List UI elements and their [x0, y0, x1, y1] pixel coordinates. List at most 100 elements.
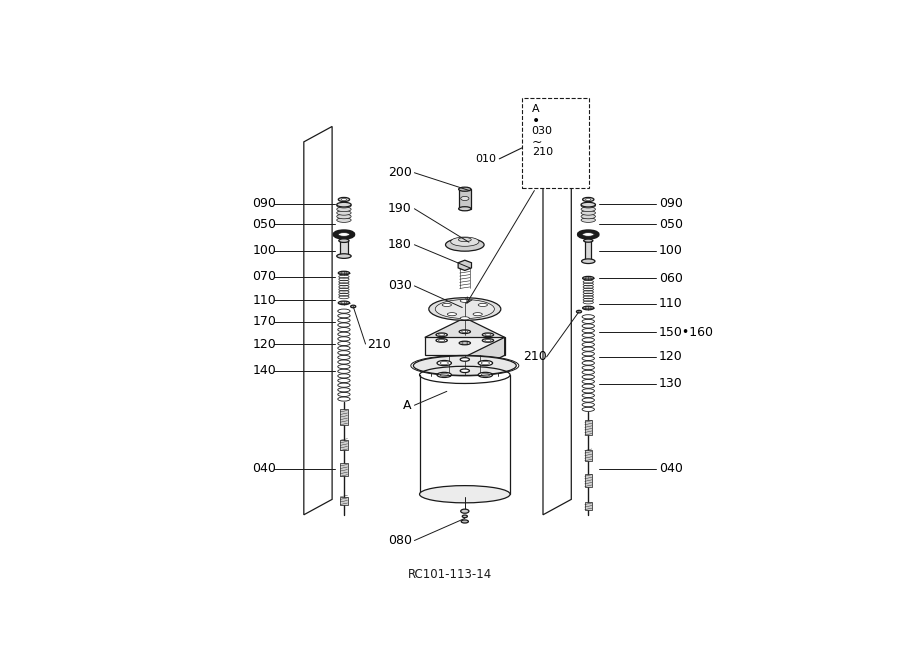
Ellipse shape: [436, 299, 494, 319]
Ellipse shape: [351, 305, 356, 308]
Ellipse shape: [482, 361, 490, 365]
Text: 120: 120: [659, 351, 683, 363]
Ellipse shape: [460, 509, 469, 513]
Text: 050: 050: [659, 218, 683, 230]
Ellipse shape: [482, 373, 490, 377]
Ellipse shape: [438, 334, 445, 336]
Ellipse shape: [478, 372, 493, 377]
Text: A: A: [403, 399, 412, 411]
Ellipse shape: [460, 330, 471, 333]
Bar: [585, 240, 591, 261]
Polygon shape: [425, 337, 505, 355]
Polygon shape: [304, 126, 332, 515]
Text: 150•160: 150•160: [659, 326, 714, 339]
Polygon shape: [543, 126, 572, 515]
Text: 100: 100: [253, 244, 277, 257]
Ellipse shape: [437, 372, 451, 377]
Ellipse shape: [581, 214, 596, 219]
Ellipse shape: [338, 198, 349, 202]
Text: 100: 100: [659, 244, 683, 257]
Bar: [340, 240, 348, 256]
Ellipse shape: [478, 361, 493, 365]
Ellipse shape: [459, 206, 471, 211]
Ellipse shape: [336, 203, 351, 208]
Bar: [584, 474, 592, 486]
Ellipse shape: [482, 333, 494, 337]
Bar: [584, 450, 592, 461]
Text: 140: 140: [253, 364, 276, 377]
Bar: [459, 189, 471, 208]
Ellipse shape: [336, 210, 351, 215]
Text: 170: 170: [253, 315, 277, 329]
Ellipse shape: [338, 301, 349, 305]
Ellipse shape: [336, 218, 351, 222]
Bar: [522, 98, 589, 188]
Text: 210: 210: [367, 337, 391, 351]
Ellipse shape: [446, 238, 484, 251]
Ellipse shape: [585, 198, 591, 200]
Ellipse shape: [438, 339, 445, 341]
Ellipse shape: [460, 196, 469, 200]
Text: 050: 050: [253, 218, 277, 230]
Ellipse shape: [338, 232, 349, 236]
Bar: [584, 420, 592, 435]
Ellipse shape: [341, 302, 347, 304]
Ellipse shape: [336, 214, 351, 219]
Ellipse shape: [581, 203, 596, 208]
Ellipse shape: [461, 520, 469, 523]
Ellipse shape: [429, 298, 501, 321]
Text: 200: 200: [388, 166, 412, 179]
Ellipse shape: [461, 331, 468, 333]
Text: 060: 060: [659, 272, 683, 285]
Ellipse shape: [461, 342, 468, 344]
Ellipse shape: [576, 311, 582, 313]
Ellipse shape: [420, 486, 510, 503]
Ellipse shape: [440, 361, 448, 365]
Ellipse shape: [581, 202, 596, 207]
Ellipse shape: [459, 238, 471, 242]
Ellipse shape: [341, 272, 347, 274]
Ellipse shape: [585, 277, 591, 279]
Ellipse shape: [583, 198, 594, 202]
Ellipse shape: [336, 202, 351, 207]
Ellipse shape: [485, 339, 491, 341]
Text: 040: 040: [659, 462, 683, 475]
Ellipse shape: [341, 198, 346, 200]
Ellipse shape: [462, 515, 468, 518]
Ellipse shape: [473, 313, 482, 316]
Polygon shape: [465, 337, 505, 375]
Text: 040: 040: [253, 462, 277, 475]
Ellipse shape: [485, 334, 491, 336]
Text: A: A: [532, 104, 539, 114]
Ellipse shape: [442, 303, 451, 307]
Ellipse shape: [460, 341, 471, 345]
Ellipse shape: [460, 357, 470, 361]
Text: 190: 190: [388, 202, 412, 215]
Text: 090: 090: [253, 197, 277, 210]
Ellipse shape: [583, 232, 594, 236]
Text: 110: 110: [659, 297, 683, 311]
Ellipse shape: [460, 299, 470, 303]
Bar: [340, 440, 347, 450]
Bar: [340, 497, 347, 504]
Ellipse shape: [585, 307, 591, 309]
Text: 130: 130: [659, 377, 683, 390]
Ellipse shape: [581, 210, 596, 215]
Text: 090: 090: [659, 197, 683, 210]
Ellipse shape: [437, 361, 451, 365]
Bar: [584, 502, 592, 510]
Text: 030: 030: [532, 126, 552, 136]
Ellipse shape: [582, 259, 595, 264]
Ellipse shape: [338, 271, 349, 275]
Text: RC101-113-14: RC101-113-14: [408, 568, 493, 581]
Text: ~: ~: [532, 136, 542, 148]
Bar: [340, 409, 347, 425]
Ellipse shape: [584, 239, 593, 242]
Ellipse shape: [583, 277, 594, 280]
Ellipse shape: [478, 303, 487, 307]
Text: 180: 180: [388, 238, 412, 251]
Ellipse shape: [436, 333, 448, 337]
Ellipse shape: [459, 187, 471, 191]
Text: 070: 070: [253, 270, 277, 283]
Ellipse shape: [336, 254, 351, 259]
